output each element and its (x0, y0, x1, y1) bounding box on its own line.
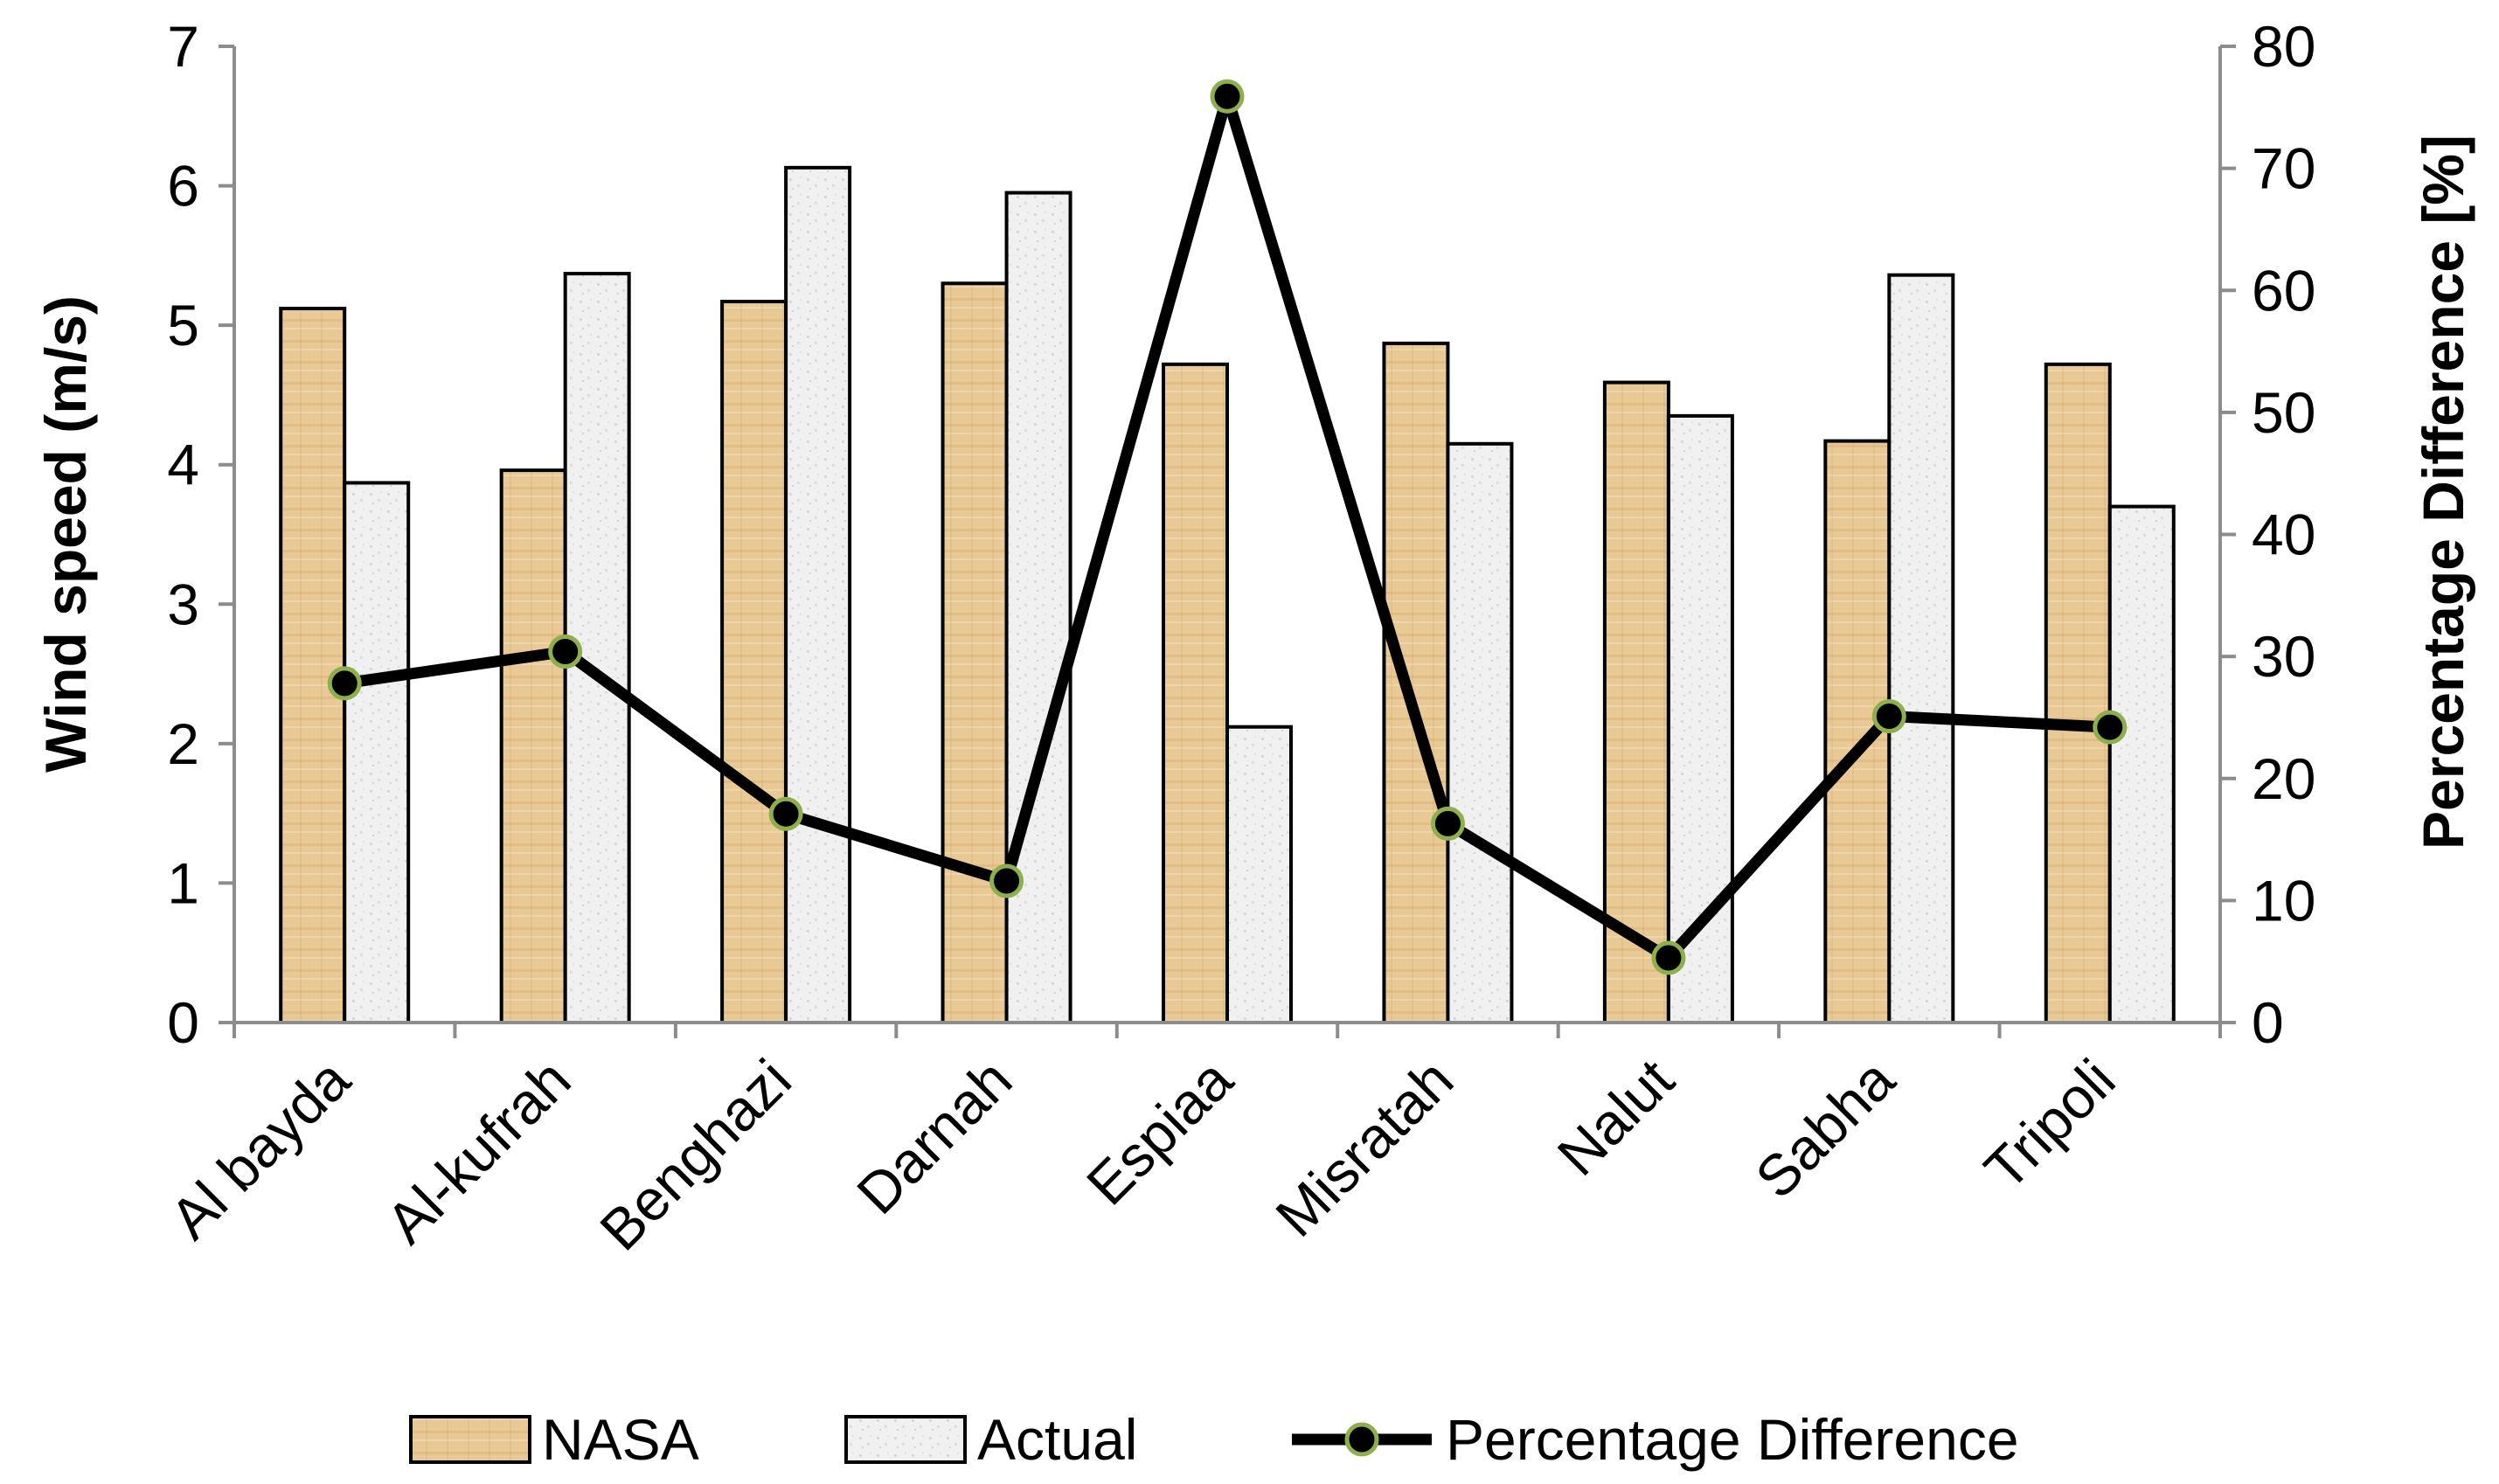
line-layer (327, 79, 2128, 975)
legend-marker-percentage (1344, 1422, 1379, 1457)
x-category-label: Misratah (1263, 1047, 1465, 1249)
x-category-label: Darnah (844, 1047, 1024, 1226)
percentage-point-5 (1430, 806, 1465, 841)
percentage-point-6 (1651, 940, 1686, 975)
bar-actual-0 (343, 481, 411, 1024)
y-left-tick-label: 1 (167, 850, 199, 915)
y-axis-right-title: Percentage Difference [%] (2411, 135, 2475, 849)
y-right-tick-label: 30 (2252, 624, 2315, 689)
legend-label-percentage: Percentage Difference (1446, 1407, 2019, 1472)
legend-swatch-nasa (409, 1415, 531, 1464)
bar-actual-6 (1666, 413, 1734, 1025)
y-right-tick-label: 80 (2252, 14, 2315, 79)
bar-nasa-1 (499, 468, 567, 1024)
percentage-point-0 (327, 666, 362, 701)
x-category-label: Nalut (1545, 1047, 1686, 1188)
y-right-tick-label: 50 (2252, 380, 2315, 445)
legend: NASA Actual Percentage Difference (409, 1407, 2019, 1472)
y-left-tick-label: 4 (167, 433, 199, 497)
y-left-tick-label: 6 (167, 154, 199, 218)
bar-actual-4 (1225, 725, 1293, 1024)
y-axis-left-title: Wind speed (m/s) (33, 295, 98, 773)
x-category-label: Al-kufrah (373, 1047, 582, 1256)
bar-nasa-8 (2044, 362, 2112, 1024)
bars-layer (279, 165, 2176, 1025)
x-category-label: Al bayda (157, 1046, 362, 1251)
percentage-point-4 (1210, 79, 1245, 114)
bar-nasa-0 (279, 306, 347, 1025)
bar-nasa-6 (1602, 380, 1670, 1024)
y-left-tick-label: 5 (167, 293, 199, 357)
bar-actual-2 (784, 165, 852, 1024)
bar-actual-8 (2107, 504, 2176, 1024)
bar-actual-3 (1004, 191, 1072, 1025)
bar-nasa-5 (1382, 341, 1450, 1024)
bar-nasa-3 (941, 281, 1009, 1024)
bar-actual-7 (1887, 273, 1955, 1024)
x-category-label: Espiaa (1074, 1046, 1245, 1217)
y-right-tick-label: 20 (2252, 746, 2315, 811)
y-left-tick-label: 2 (167, 711, 199, 776)
x-category-label: Tripoli (1972, 1047, 2128, 1203)
bar-actual-5 (1446, 441, 1514, 1024)
bar-nasa-2 (720, 300, 788, 1025)
y-left-tick-label: 3 (167, 572, 199, 636)
y-right-tick-label: 40 (2252, 503, 2315, 567)
percentage-point-3 (989, 863, 1024, 898)
y-right-tick-label: 0 (2252, 990, 2284, 1055)
x-category-label: Sabha (1743, 1046, 1906, 1210)
percentage-point-7 (1871, 699, 1906, 734)
legend-swatch-actual (844, 1415, 967, 1464)
y-left-tick-label: 7 (167, 14, 199, 79)
y-right-tick-label: 70 (2252, 136, 2315, 201)
axes-layer (219, 45, 2236, 1038)
legend-label-nasa: NASA (542, 1407, 699, 1472)
percentage-point-2 (768, 796, 803, 831)
legend-label-actual: Actual (977, 1407, 1137, 1472)
bar-nasa-4 (1162, 362, 1229, 1024)
y-right-tick-label: 10 (2252, 868, 2315, 933)
y-left-tick-label: 0 (167, 990, 199, 1055)
x-category-label: Benghazi (587, 1047, 803, 1263)
percentage-point-8 (2093, 710, 2128, 745)
percentage-point-1 (548, 635, 583, 669)
y-right-tick-label: 60 (2252, 258, 2315, 322)
